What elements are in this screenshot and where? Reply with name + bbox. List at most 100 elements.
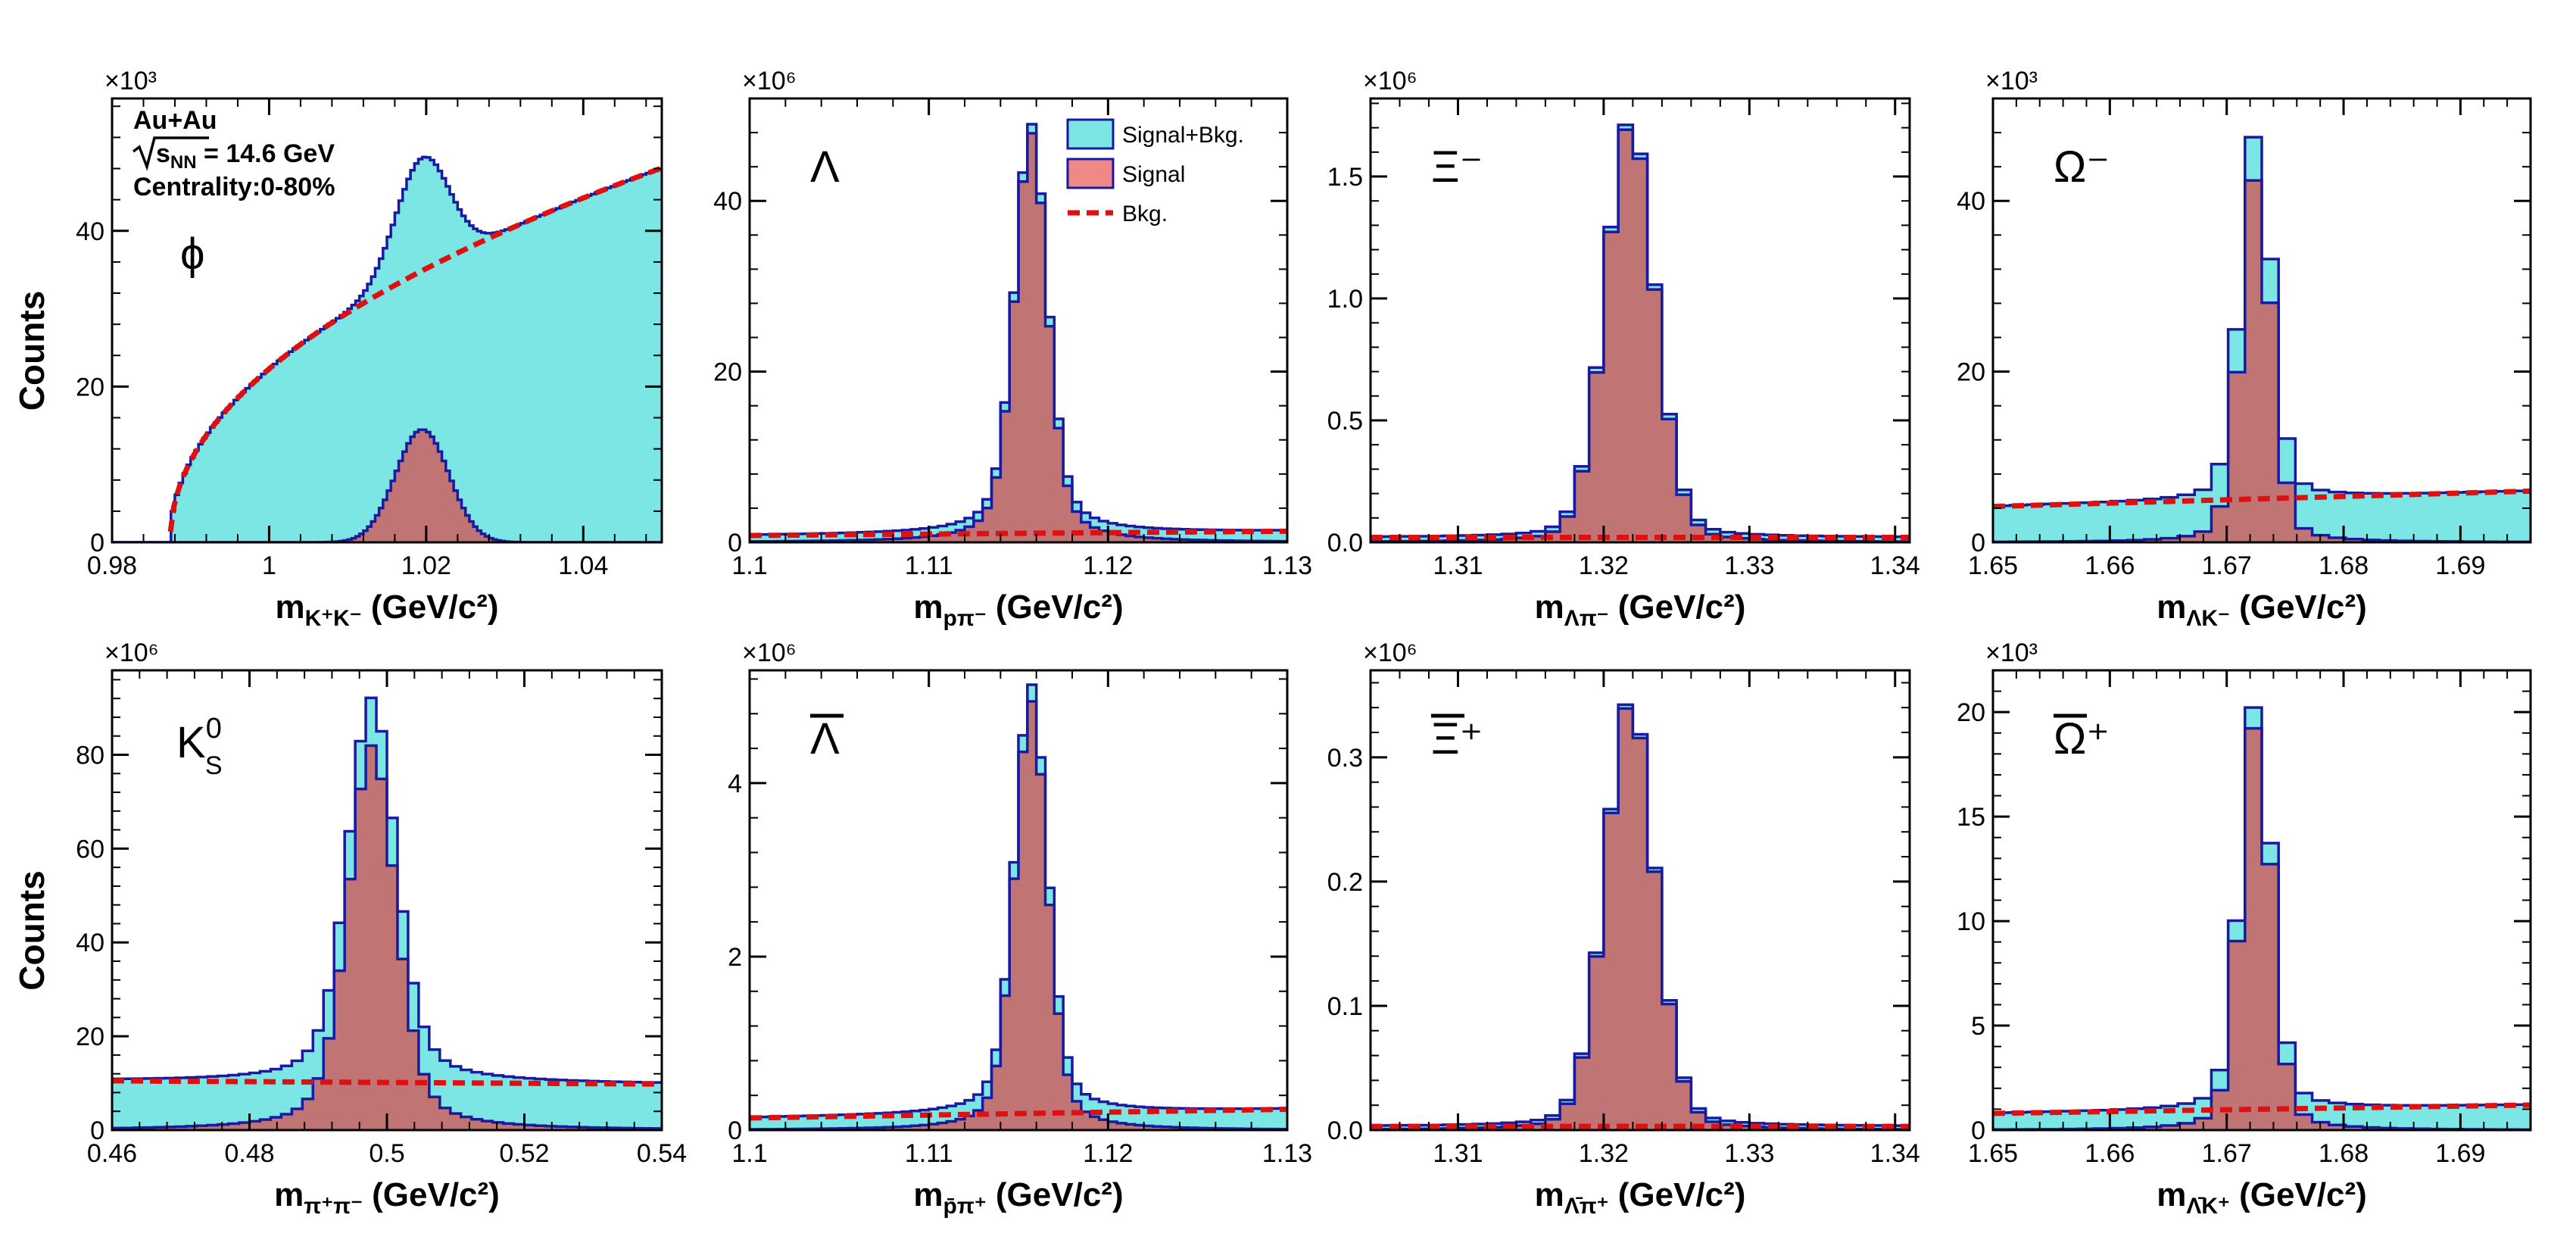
x-tick-label: 0.98 (87, 551, 137, 580)
signal-fill (112, 745, 662, 1130)
y-axis-label: Counts (12, 291, 51, 411)
x-tick-label: 1.1 (731, 1139, 767, 1168)
x-tick-label: 1.69 (2435, 551, 2485, 580)
signal-outline (750, 700, 1287, 1130)
info-energy-sub: NN (170, 152, 197, 173)
x-tick-label: 1.65 (1968, 551, 2018, 580)
y-tick-label: 2 (728, 943, 742, 972)
x-axis-label-unit: (GeV/c²) (987, 1176, 1124, 1213)
plot-area (1993, 706, 2531, 1130)
x-tick-label: 1.66 (2085, 1139, 2135, 1168)
x-tick-label: 1.33 (1724, 551, 1774, 580)
y-tick-label: 0 (90, 529, 104, 557)
legend-swatch-signal (1066, 158, 1115, 189)
axis-scale-label: ×10³ (1985, 67, 2038, 95)
x-axis-label-sub: pπ⁻ (943, 606, 987, 631)
plot-area (1371, 703, 1910, 1130)
particle-symbol: ϕ (180, 230, 204, 279)
x-axis-label-sub: p̄π⁺ (943, 1194, 987, 1219)
axis-scale-label: ×10⁶ (1363, 639, 1417, 667)
particle-symbol: Ω⁻ (2054, 142, 2110, 192)
x-axis-label-main: m (274, 1176, 304, 1213)
y-tick-label: 15 (1957, 803, 1985, 832)
particle-label: Λ (810, 714, 840, 763)
x-axis-label-unit: (GeV/c²) (363, 1176, 500, 1213)
axis-scale-label: ×10⁶ (104, 639, 159, 667)
particle-label: ϕ (180, 230, 204, 279)
x-axis-label-unit: (GeV/c²) (2230, 1176, 2367, 1213)
legend-bkg-label: Bkg. (1122, 201, 1168, 226)
legend-swatch-signal-bkg (1066, 118, 1115, 150)
plot-area (750, 683, 1287, 1130)
signal-fill (750, 133, 1287, 542)
x-tick-label: 0.52 (499, 1139, 549, 1168)
particle-symbol: Ω⁺ (2054, 714, 2110, 763)
signal-outline (1371, 128, 1910, 542)
signal-fill (1993, 180, 2531, 542)
x-axis-label: mΛπ⁻ (GeV/c²) (1535, 589, 1746, 631)
signal-bkg-outline (1371, 123, 1910, 539)
y-tick-label: 40 (713, 187, 742, 216)
x-axis-label-main: m (913, 589, 943, 626)
x-axis-label-main: m (1535, 589, 1564, 626)
bkg-dashed-line (1993, 488, 2531, 510)
y-tick-label: 4 (728, 770, 742, 798)
signal-bkg-outline (112, 696, 662, 1084)
x-axis-label-unit: (GeV/c²) (1609, 589, 1746, 626)
panel-k0s: 0 20 40 60 80 0.46 0.48 0.5 0.52 0.54 ×10⁶ mπ⁺π⁻ (G… (12, 639, 687, 1219)
particle-label: Ξ⁺ (1431, 714, 1483, 763)
x-tick-label: 0.48 (224, 1139, 274, 1168)
x-axis-label-sub: Λ̄K⁺ (2186, 1194, 2230, 1219)
info-centrality: Centrality:0-80% (133, 173, 335, 201)
x-axis-label-main: m (1535, 1176, 1564, 1213)
panel-antiomega: 0 5 10 15 20 1.65 1.66 1.67 1.68 1.69 ×10³ mΛ̄K⁺ (G… (1957, 639, 2532, 1219)
x-tick-label: 1 (262, 551, 276, 580)
y-tick-label: 1.0 (1327, 285, 1363, 314)
x-axis-label: mp̄π⁺ (GeV/c²) (913, 1176, 1123, 1219)
x-tick-label: 1.12 (1083, 1139, 1133, 1168)
y-tick-label: 5 (1971, 1012, 1985, 1041)
x-tick-label: 1.66 (2085, 551, 2135, 580)
signal-fill (1993, 728, 2531, 1130)
x-tick-label: 1.67 (2202, 1139, 2252, 1168)
y-tick-label: 0 (1971, 1116, 1985, 1145)
x-axis-label-unit: (GeV/c²) (987, 589, 1124, 626)
y-tick-label: 0.0 (1327, 1116, 1363, 1145)
info-energy: sNN = 14.6 GeV (156, 139, 335, 173)
x-axis-label-sub: π⁺π⁻ (304, 1194, 363, 1219)
x-tick-label: 1.68 (2319, 551, 2369, 580)
y-tick-label: 0.5 (1327, 407, 1363, 436)
y-tick-label: 0 (1971, 529, 1985, 557)
x-axis-label-sub: Λ̄π⁺ (1564, 1194, 1609, 1219)
x-axis-label-main: m (2157, 1176, 2186, 1213)
x-tick-label: 1.11 (905, 1139, 953, 1168)
x-tick-label: 1.02 (401, 551, 451, 580)
legend-signal-label: Signal (1122, 162, 1185, 187)
signal-fill (1371, 130, 1910, 542)
x-tick-label: 0.46 (87, 1139, 137, 1168)
y-axis-label: Counts (12, 870, 51, 990)
panel-frame (748, 669, 1289, 1132)
info-energy-rest: = 14.6 GeV (197, 139, 335, 168)
panel-antilambda: 0 2 4 1.1 1.11 1.12 1.13 ×10⁶ mp̄π⁺ (GeV/c²) Λ (728, 639, 1312, 1219)
x-tick-label: 1.04 (558, 551, 608, 580)
x-axis-label: mK⁺K⁻ (GeV/c²) (275, 589, 498, 631)
bkg-dashed-line (750, 528, 1287, 539)
plot-area (112, 155, 662, 542)
particle-label: K0 S (176, 713, 223, 780)
bkg-dashed-line (167, 165, 662, 532)
y-tick-label: 20 (1957, 698, 1985, 727)
x-axis-label-main: m (275, 589, 304, 626)
x-tick-label: 1.33 (1724, 1139, 1774, 1168)
x-axis-label: mπ⁺π⁻ (GeV/c²) (274, 1176, 500, 1219)
axis-scale-label: ×10⁶ (1363, 67, 1417, 95)
x-tick-label: 1.31 (1433, 551, 1483, 580)
x-tick-label: 1.34 (1870, 1139, 1920, 1168)
x-tick-label: 1.13 (1262, 1139, 1312, 1168)
y-tick-label: 0 (728, 1116, 742, 1145)
y-tick-label: 10 (1957, 907, 1985, 936)
plot-area (750, 123, 1287, 542)
x-axis-label-unit: (GeV/c²) (2230, 589, 2367, 626)
particle-label: Ω⁺ (2054, 714, 2110, 763)
x-axis-label-unit: (GeV/c²) (362, 589, 499, 626)
